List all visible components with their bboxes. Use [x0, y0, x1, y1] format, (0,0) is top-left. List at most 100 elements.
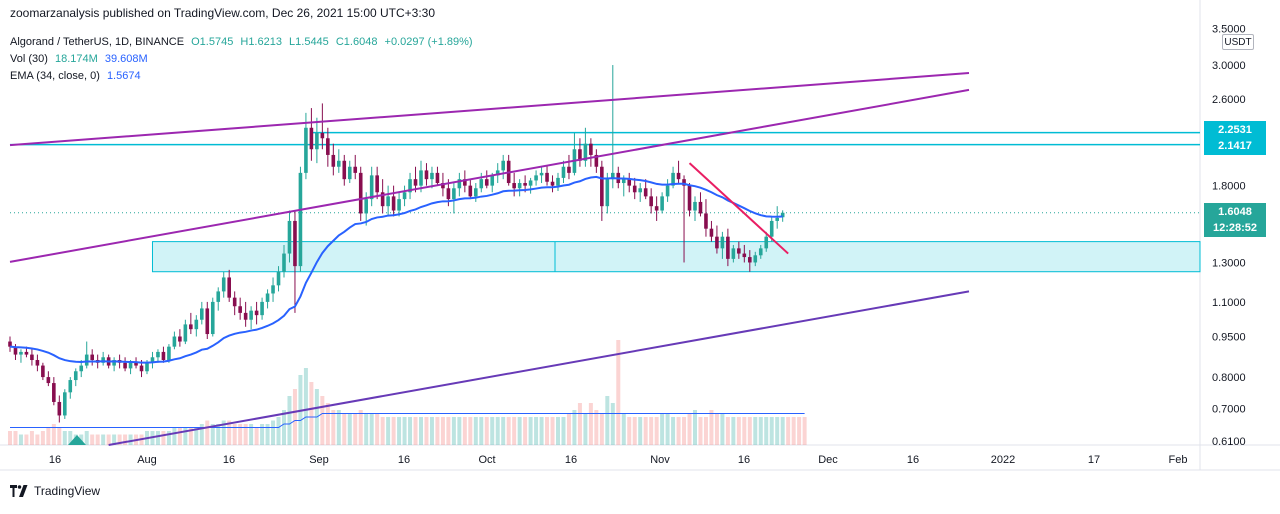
candle: [391, 185, 396, 217]
volume-bar: [380, 417, 385, 445]
candle: [123, 357, 127, 372]
candle-body: [221, 277, 226, 292]
symbol-legend[interactable]: Algorand / TetherUS, 1D, BINANCE O1.5745…: [10, 36, 473, 48]
price-tick-label: 2.6000: [1212, 94, 1246, 106]
volume-bar: [780, 417, 785, 445]
volume-bar: [397, 417, 402, 445]
volume-label[interactable]: Vol (30): [10, 53, 48, 65]
volume-bar: [68, 431, 73, 445]
time-tick-label: Nov: [650, 454, 670, 466]
volume-bar: [221, 420, 226, 445]
candle-body: [315, 132, 319, 150]
candle-body: [353, 166, 358, 173]
volume-bar: [791, 417, 796, 445]
ema-label[interactable]: EMA (34, close, 0): [10, 70, 100, 82]
candle: [402, 185, 407, 207]
volume-bar: [736, 417, 741, 445]
candle-body: [57, 401, 62, 416]
volume-bar: [605, 396, 610, 445]
candle: [172, 331, 177, 350]
candle: [271, 277, 275, 302]
volume-bar: [243, 424, 248, 445]
volume-bar: [665, 413, 670, 445]
volume-bar: [210, 424, 215, 445]
volume-bar: [287, 396, 292, 445]
volume-bar: [128, 434, 133, 445]
candle: [638, 183, 642, 202]
candle: [210, 297, 215, 337]
symbol-name[interactable]: Algorand / TetherUS, 1D, BINANCE: [10, 36, 185, 48]
candle: [304, 112, 308, 180]
volume-bar: [451, 417, 456, 445]
volume-bar: [112, 434, 117, 445]
volume-bar: [446, 417, 451, 445]
volume-bar: [802, 417, 807, 445]
candle: [282, 244, 286, 278]
candle-body: [649, 196, 653, 207]
volume-bar: [435, 417, 440, 445]
candle: [178, 329, 182, 347]
candle-body: [194, 319, 199, 330]
candle: [287, 210, 292, 263]
volume-bar: [194, 427, 199, 445]
volume-bar: [495, 417, 500, 445]
volume-bar: [616, 340, 621, 445]
price-tag-resistance-1: 2.2531: [1204, 121, 1266, 139]
candle-body: [210, 301, 215, 335]
candle: [309, 108, 314, 161]
candle: [506, 154, 511, 186]
candle-body: [19, 351, 23, 355]
candle-body: [769, 220, 774, 237]
candle: [249, 306, 253, 330]
volume-bar: [408, 417, 413, 445]
volume-bar: [545, 417, 550, 445]
candle: [643, 179, 648, 200]
candle: [512, 172, 516, 197]
volume-bar: [506, 417, 511, 445]
volume-bar: [325, 403, 330, 445]
time-tick-label: Dec: [818, 454, 838, 466]
candle-body: [134, 362, 138, 366]
candle-body: [419, 170, 423, 186]
candle-body: [282, 253, 286, 272]
candle: [41, 362, 45, 381]
ema-legend[interactable]: EMA (34, close, 0) 1.5674: [10, 70, 141, 82]
candle-body: [539, 172, 544, 176]
volume-bar: [238, 424, 243, 445]
volume-bar: [177, 427, 182, 445]
candle-body: [298, 172, 303, 267]
candle: [561, 160, 566, 184]
volume-bar: [260, 424, 265, 445]
volume-bar: [320, 396, 325, 445]
candle: [386, 185, 390, 217]
volume-legend[interactable]: Vol (30) 18.174M 39.608M: [10, 53, 148, 65]
candle-body: [742, 253, 747, 258]
candle: [358, 166, 363, 221]
candle: [183, 319, 188, 345]
candle: [435, 166, 440, 186]
candle: [764, 231, 769, 252]
volume-bar: [271, 420, 276, 445]
candle: [150, 351, 155, 369]
close-value: C1.6048: [335, 36, 378, 48]
candle: [753, 251, 758, 267]
candle: [232, 291, 237, 316]
volume-bar: [292, 389, 297, 445]
candle-body: [605, 179, 610, 207]
candle-body: [611, 172, 615, 180]
volume-bar: [676, 417, 681, 445]
time-tick-label: Feb: [1169, 454, 1188, 466]
volume-bar: [106, 434, 111, 445]
volume-bar: [216, 424, 221, 445]
ema-line: [9, 175, 783, 364]
candle-body: [287, 220, 292, 254]
ema-value: 1.5674: [106, 70, 141, 82]
volume-bar: [402, 417, 407, 445]
candle-body: [391, 196, 396, 211]
currency-unit[interactable]: USDT: [1222, 34, 1254, 50]
candle: [221, 271, 226, 298]
tradingview-brand[interactable]: TradingView: [10, 484, 100, 498]
candle-body: [172, 336, 177, 347]
